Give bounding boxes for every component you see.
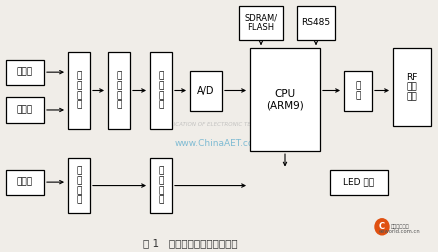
- Text: APPLICATION OF ELECTRONIC TECHNIQUE: APPLICATION OF ELECTRONIC TECHNIQUE: [161, 121, 277, 126]
- Bar: [68, 158, 90, 213]
- Text: RS485: RS485: [301, 18, 331, 27]
- Bar: [330, 170, 388, 195]
- Text: CPU
(ARM9): CPU (ARM9): [266, 89, 304, 110]
- Text: A/D: A/D: [197, 86, 215, 96]
- Text: C: C: [379, 222, 385, 231]
- Text: 图 1   电力变压器在线监测系统: 图 1 电力变压器在线监测系统: [143, 238, 237, 248]
- Bar: [297, 6, 335, 40]
- Bar: [150, 52, 172, 130]
- Text: 采
样
保
持: 采 样 保 持: [158, 71, 164, 110]
- Text: 多
路
转
换: 多 路 转 换: [117, 71, 122, 110]
- Text: RF
发射
模块: RF 发射 模块: [406, 73, 418, 101]
- Text: 接
口: 接 口: [355, 82, 360, 100]
- Text: LED 显示: LED 显示: [343, 178, 374, 187]
- Circle shape: [375, 219, 389, 235]
- Text: SDRAM/
FLASH: SDRAM/ FLASH: [244, 14, 278, 32]
- Text: www.ChinaAET.com: www.ChinaAET.com: [175, 139, 263, 148]
- Bar: [6, 59, 44, 85]
- Bar: [344, 71, 372, 111]
- Bar: [150, 158, 172, 213]
- Bar: [108, 52, 130, 130]
- Bar: [190, 71, 222, 111]
- Text: 信
号
隔
离: 信 号 隔 离: [76, 71, 82, 110]
- Bar: [6, 97, 44, 122]
- Bar: [6, 170, 44, 195]
- Text: 电子工程世界
eeworld.com.cn: 电子工程世界 eeworld.com.cn: [379, 224, 421, 235]
- Text: 传感器: 传感器: [17, 68, 33, 77]
- Text: 信
号
接
收: 信 号 接 收: [158, 167, 164, 205]
- Bar: [68, 52, 90, 130]
- Bar: [250, 48, 320, 151]
- Text: 变送器: 变送器: [17, 106, 33, 114]
- Text: 信
号
处
理: 信 号 处 理: [76, 167, 82, 205]
- Text: 开关量: 开关量: [17, 178, 33, 187]
- Bar: [393, 48, 431, 126]
- Bar: [239, 6, 283, 40]
